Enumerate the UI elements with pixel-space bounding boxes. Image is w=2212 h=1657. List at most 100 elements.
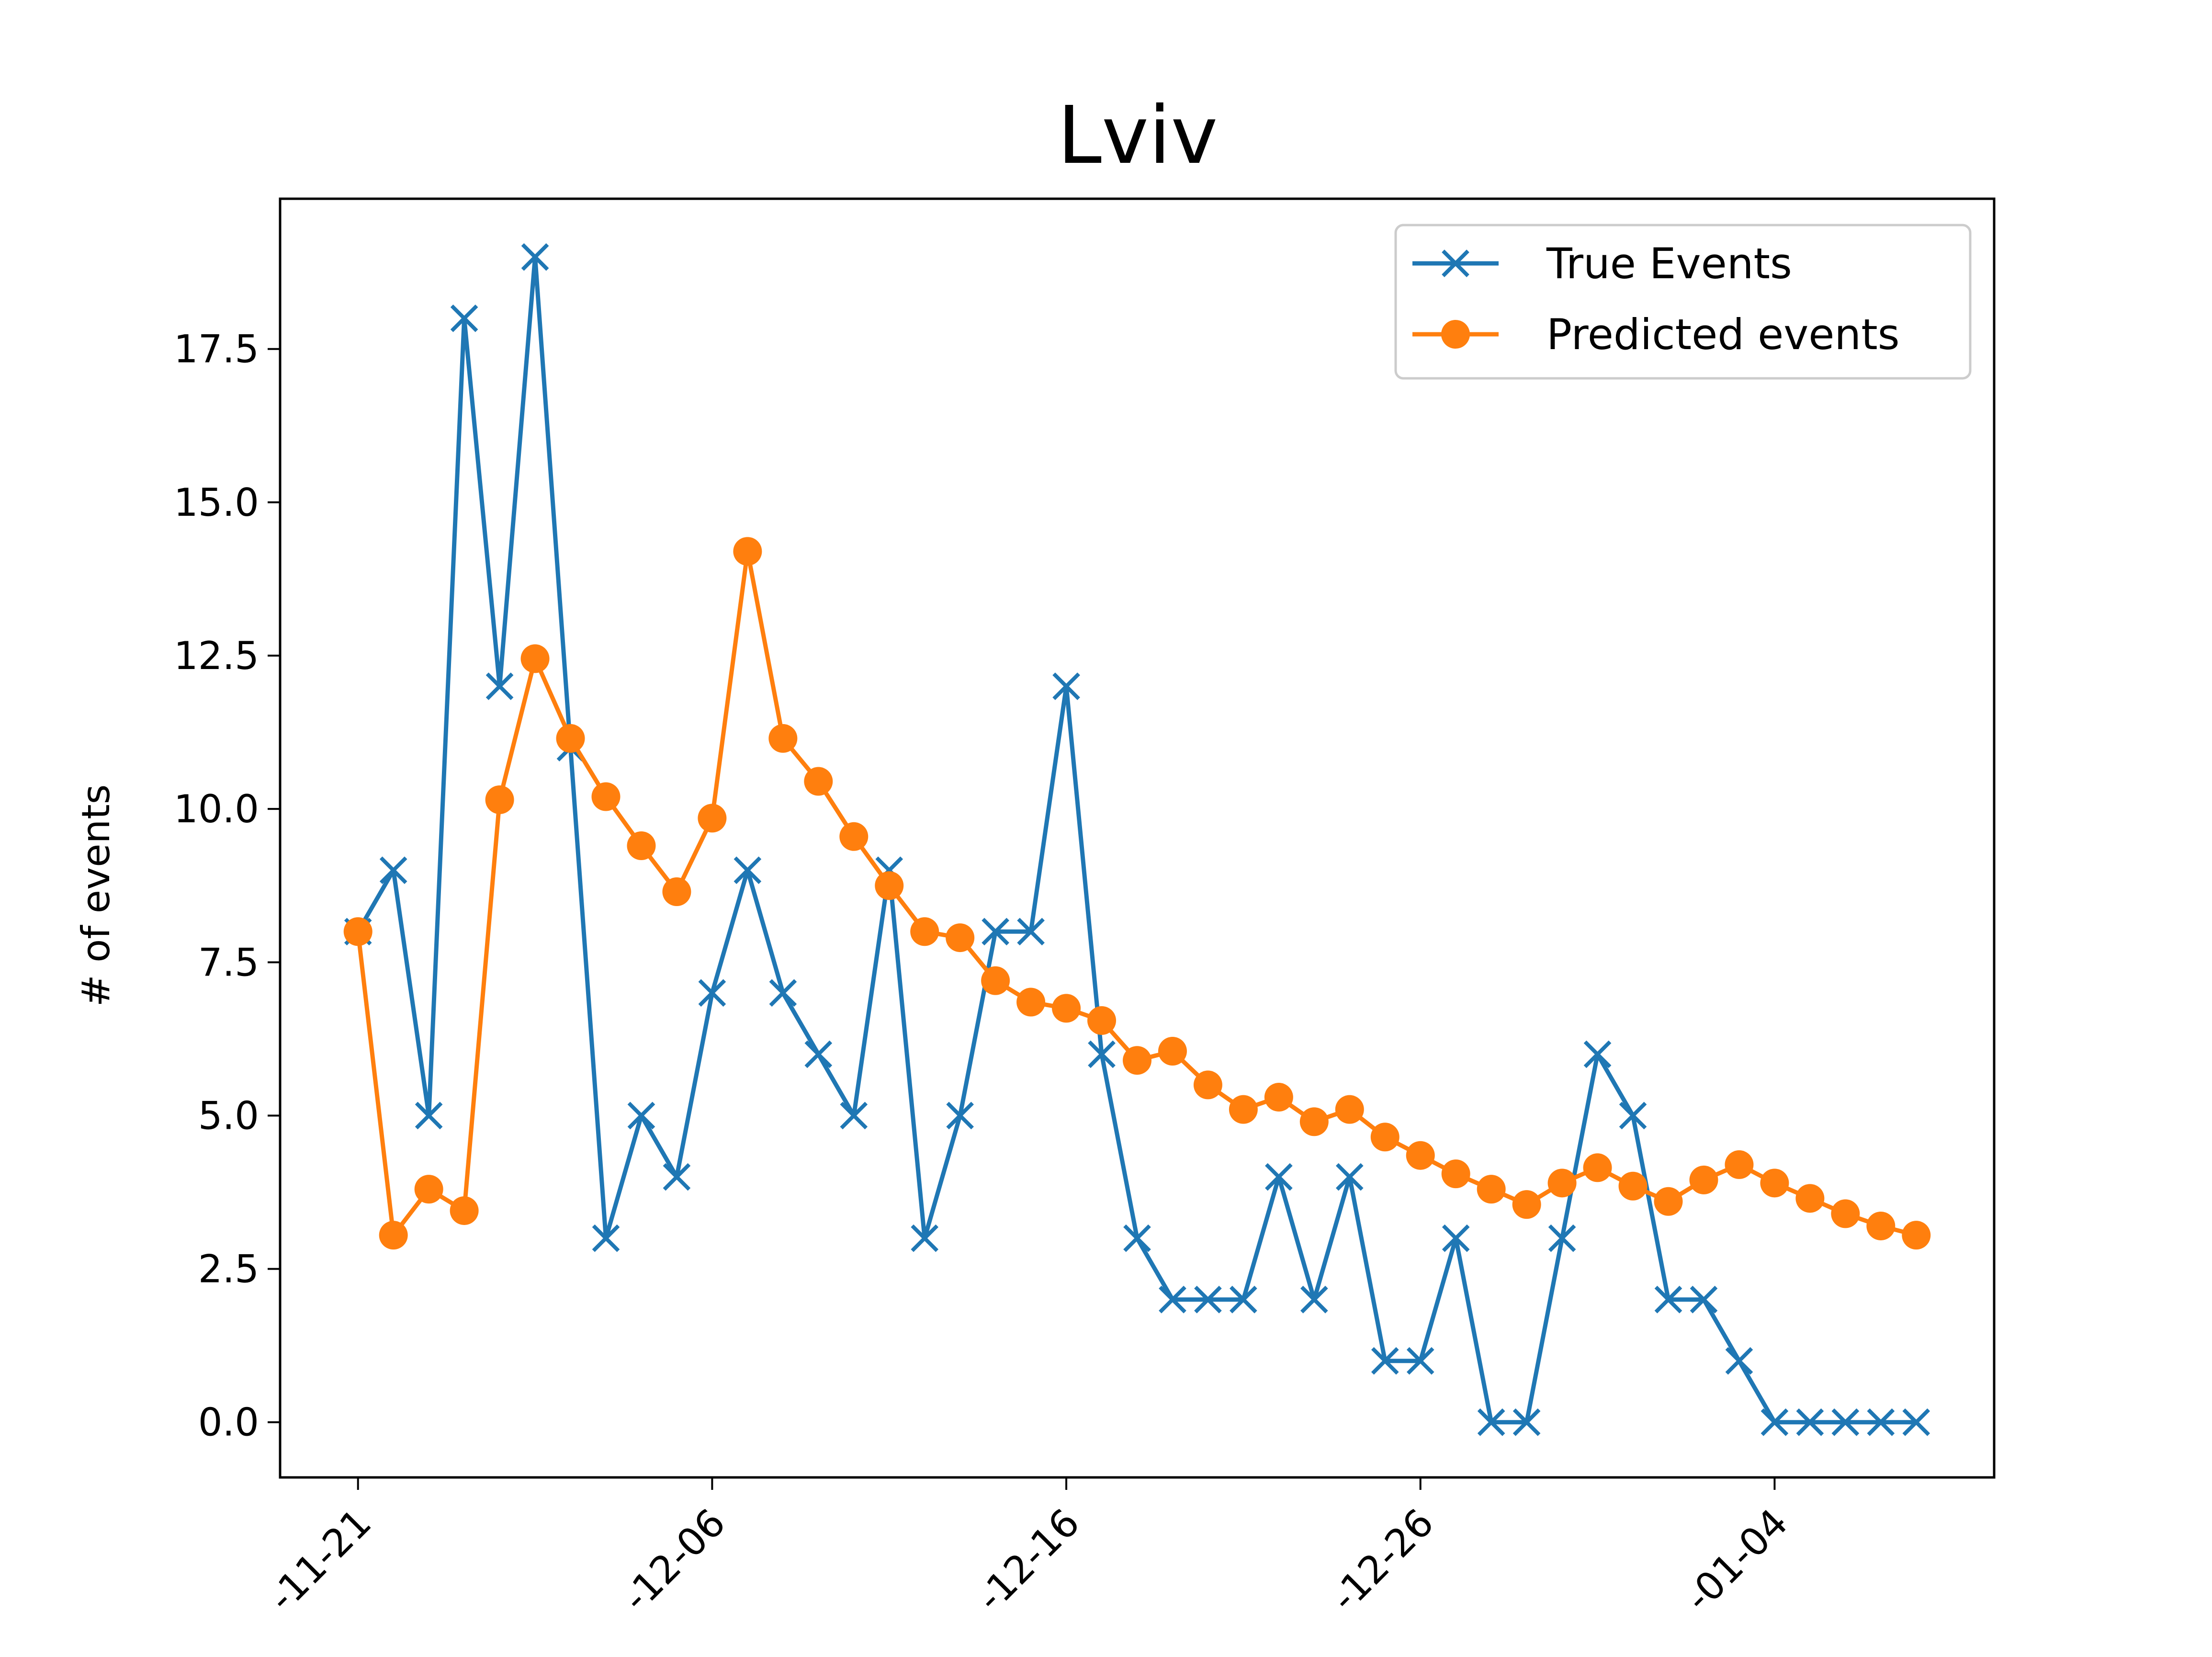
data-point bbox=[768, 724, 798, 753]
data-point bbox=[1583, 1040, 1612, 1068]
data-point bbox=[1193, 1070, 1222, 1100]
data-point bbox=[734, 856, 762, 885]
series-layer bbox=[343, 243, 1931, 1436]
plot-area-frame bbox=[279, 197, 1996, 1479]
data-point bbox=[1441, 1159, 1470, 1189]
y-axis: 0.0 2.5 5.0 7.5 10.0 12.5 15.0 17.5 bbox=[174, 327, 280, 1445]
data-point bbox=[804, 767, 833, 796]
data-point bbox=[627, 831, 656, 861]
data-point bbox=[698, 979, 726, 1007]
data-point bbox=[1725, 1150, 1754, 1179]
data-point bbox=[521, 243, 549, 271]
data-point bbox=[1335, 1163, 1364, 1191]
data-point bbox=[1016, 987, 1046, 1017]
data-point bbox=[910, 917, 939, 946]
y-tick-label: 7.5 bbox=[198, 940, 259, 985]
data-point bbox=[1512, 1190, 1541, 1219]
data-point bbox=[1442, 1224, 1470, 1252]
legend-marker bbox=[1442, 250, 1469, 277]
data-point bbox=[982, 918, 1009, 946]
data-point bbox=[1123, 1046, 1151, 1075]
data-point bbox=[875, 871, 904, 900]
y-tick-label: 0.0 bbox=[198, 1400, 259, 1445]
data-point bbox=[450, 304, 478, 332]
data-point bbox=[1689, 1165, 1718, 1194]
data-point bbox=[1761, 1408, 1789, 1436]
data-point bbox=[1371, 1347, 1399, 1375]
legend-label: Predicted events bbox=[1546, 310, 1900, 359]
data-point bbox=[1088, 1040, 1116, 1068]
data-point bbox=[1158, 1037, 1187, 1066]
data-point bbox=[839, 822, 869, 851]
data-point bbox=[485, 785, 514, 814]
data-point bbox=[1831, 1199, 1860, 1228]
data-point bbox=[1265, 1163, 1293, 1191]
data-point bbox=[1725, 1347, 1753, 1375]
data-point bbox=[1654, 1187, 1683, 1216]
data-point bbox=[1406, 1347, 1434, 1375]
data-point bbox=[1370, 1123, 1399, 1152]
data-point bbox=[1866, 1211, 1896, 1240]
data-point bbox=[981, 966, 1010, 995]
data-point bbox=[1406, 1141, 1435, 1170]
data-point bbox=[1690, 1285, 1718, 1314]
data-point bbox=[946, 1101, 974, 1130]
data-point bbox=[1796, 1408, 1824, 1436]
data-point bbox=[450, 1196, 479, 1225]
data-point bbox=[1159, 1285, 1186, 1314]
data-point bbox=[1760, 1169, 1789, 1198]
y-tick-label: 10.0 bbox=[174, 787, 259, 831]
data-point bbox=[1547, 1169, 1577, 1198]
data-point bbox=[520, 644, 550, 673]
data-point bbox=[1052, 994, 1081, 1023]
legend-entry: True Events bbox=[1412, 239, 1792, 288]
data-point bbox=[379, 1221, 408, 1250]
data-point bbox=[556, 724, 585, 753]
data-point bbox=[804, 1040, 833, 1068]
data-point bbox=[1618, 1171, 1648, 1201]
data-point bbox=[343, 917, 372, 946]
data-point bbox=[662, 877, 691, 907]
data-point bbox=[769, 979, 797, 1007]
chart-title: Lviv bbox=[1057, 90, 1218, 182]
y-tick-label: 17.5 bbox=[174, 327, 259, 372]
data-point bbox=[1194, 1285, 1222, 1314]
data-point bbox=[946, 923, 975, 953]
data-point bbox=[1583, 1153, 1612, 1182]
data-point bbox=[1087, 1006, 1117, 1035]
y-tick-label: 12.5 bbox=[174, 634, 259, 678]
y-tick-label: 15.0 bbox=[174, 480, 259, 525]
series-true-events bbox=[344, 243, 1930, 1436]
y-axis-label: # of events bbox=[74, 784, 118, 1007]
data-point bbox=[911, 1224, 939, 1252]
data-point bbox=[627, 1101, 655, 1130]
data-point bbox=[733, 537, 762, 566]
data-point bbox=[1017, 918, 1045, 946]
data-point bbox=[1299, 1107, 1329, 1136]
data-point bbox=[1902, 1221, 1931, 1250]
legend-entry: Predicted events bbox=[1412, 310, 1900, 359]
data-point bbox=[1335, 1095, 1364, 1124]
data-point bbox=[485, 672, 514, 700]
data-point bbox=[415, 1101, 443, 1130]
data-point bbox=[698, 804, 727, 833]
data-point bbox=[663, 1163, 691, 1191]
data-point bbox=[1052, 672, 1080, 700]
data-point bbox=[1619, 1101, 1647, 1130]
data-point bbox=[592, 1224, 620, 1252]
data-point bbox=[414, 1175, 443, 1204]
data-point bbox=[1795, 1184, 1825, 1213]
series-predicted-events bbox=[343, 537, 1931, 1250]
data-point bbox=[1123, 1224, 1151, 1252]
legend-label: True Events bbox=[1546, 239, 1792, 288]
data-point bbox=[1654, 1285, 1682, 1314]
legend-marker bbox=[1441, 320, 1470, 349]
data-point bbox=[1477, 1175, 1506, 1204]
data-point bbox=[1831, 1408, 1860, 1436]
y-tick-label: 5.0 bbox=[198, 1093, 259, 1138]
data-point bbox=[1867, 1408, 1895, 1436]
legend-box bbox=[1394, 224, 1972, 380]
data-point bbox=[1512, 1408, 1541, 1436]
